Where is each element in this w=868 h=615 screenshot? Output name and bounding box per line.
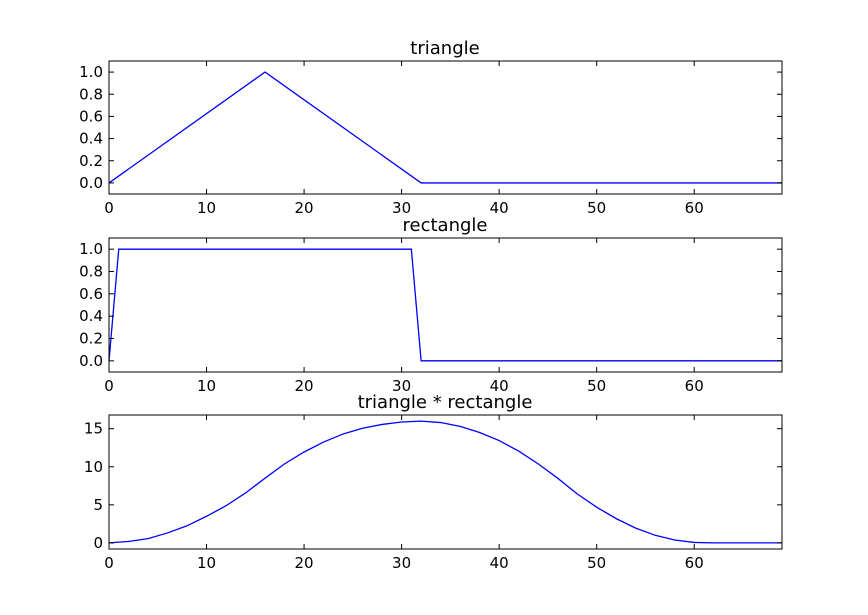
chart-title: rectangle — [403, 215, 488, 236]
x-tick-label: 20 — [295, 377, 314, 395]
y-tick-label: 0.6 — [79, 107, 103, 125]
plot-area — [108, 71, 782, 184]
x-tick-label: 40 — [490, 554, 509, 572]
y-tick-label: 0.0 — [79, 352, 103, 370]
x-tick-label: 60 — [685, 554, 704, 572]
x-tick-label: 0 — [104, 199, 114, 217]
y-tick-label: 0.8 — [79, 85, 103, 103]
x-tick-label: 30 — [392, 377, 411, 395]
x-tick-label: 50 — [587, 199, 606, 217]
x-tick-label: 60 — [685, 199, 704, 217]
y-tick-label: 0.2 — [79, 330, 103, 348]
y-tick-label: 0.2 — [79, 152, 103, 170]
y-tick-label: 0.6 — [79, 285, 103, 303]
y-tick-label: 5 — [93, 496, 103, 514]
subplot-rectangle: rectangle 0 10 20 30 40 50 60 0.0 0.2 0.4 0.6 0.8 1.… — [79, 215, 783, 395]
x-tick-label: 0 — [104, 554, 114, 572]
x-tick-label: 10 — [197, 554, 216, 572]
subplot-triangle-times-rectangle: triangle * rectangle 0 10 20 30 40 50 60 0 5 10 15 — [84, 392, 783, 572]
axes-frame — [108, 414, 783, 550]
plot-area — [108, 248, 782, 362]
y-tick-label: 0.4 — [79, 307, 103, 325]
x-tick-label: 50 — [587, 377, 606, 395]
x-tick-label: 10 — [197, 199, 216, 217]
series-line — [108, 71, 782, 184]
y-tick-label: 15 — [84, 420, 103, 438]
y-tick-label: 0.4 — [79, 130, 103, 148]
x-tick-label: 60 — [685, 377, 704, 395]
x-tick-label: 50 — [587, 554, 606, 572]
x-tick-label: 30 — [392, 554, 411, 572]
y-tick-label: 1.0 — [79, 240, 103, 258]
x-tick-label: 40 — [490, 377, 509, 395]
x-tick-label: 0 — [104, 377, 114, 395]
series-line — [108, 248, 782, 362]
chart-title: triangle — [410, 38, 479, 59]
series-line — [108, 420, 782, 544]
x-tick-label: 20 — [295, 554, 314, 572]
axes-frame — [108, 237, 783, 373]
chart-title: triangle * rectangle — [358, 392, 533, 413]
x-tick-label: 10 — [197, 377, 216, 395]
y-tick-label: 1.0 — [79, 63, 103, 81]
axes-frame — [108, 60, 783, 195]
plot-area — [108, 420, 782, 544]
y-tick-label: 0.0 — [79, 174, 103, 192]
y-tick-label: 0.8 — [79, 263, 103, 281]
x-tick-label: 30 — [392, 199, 411, 217]
subplot-triangle: triangle 0 10 20 30 40 50 60 0.0 0.2 0.4 0.6 0.8 1.0 — [79, 38, 783, 217]
y-tick-label: 10 — [84, 458, 103, 476]
x-tick-label: 20 — [295, 199, 314, 217]
x-tick-label: 40 — [490, 199, 509, 217]
y-tick-label: 0 — [93, 534, 103, 552]
